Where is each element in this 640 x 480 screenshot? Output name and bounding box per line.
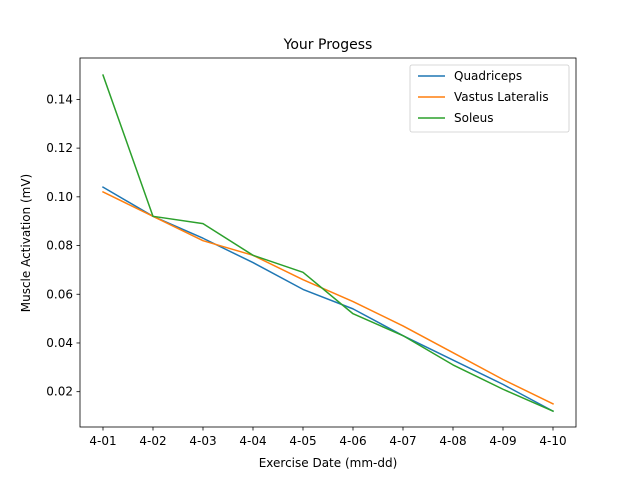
y-tick-label: 0.14 bbox=[46, 92, 73, 106]
x-tick-label: 4-06 bbox=[339, 434, 366, 448]
legend: Quadriceps Vastus Lateralis Soleus bbox=[409, 64, 570, 133]
x-tick-label: 4-08 bbox=[439, 434, 466, 448]
y-tick-label: 0.04 bbox=[46, 336, 73, 350]
axes-frame bbox=[79, 57, 577, 428]
series-line-2 bbox=[101, 190, 555, 405]
y-tick-label: 0.10 bbox=[46, 190, 73, 204]
series-line-1 bbox=[101, 186, 555, 413]
legend-label-3: Soleus bbox=[454, 111, 494, 125]
chart-title: Your Progess bbox=[283, 37, 373, 53]
y-axis-label: Muscle Activation (mV) bbox=[19, 174, 33, 313]
y-tick-label: 0.02 bbox=[46, 385, 73, 399]
series-line-3 bbox=[102, 74, 554, 413]
x-axis-label: Exercise Date (mm-dd) bbox=[259, 456, 398, 470]
x-tick-label: 4-09 bbox=[489, 434, 516, 448]
x-tick-label: 4-05 bbox=[289, 434, 316, 448]
x-tick-label: 4-04 bbox=[239, 434, 266, 448]
legend-label-1: Quadriceps bbox=[454, 69, 522, 83]
y-tick-label: 0.08 bbox=[46, 239, 73, 253]
plot-area: 4-01 4-02 4-03 4-04 4-05 4-06 4-07 4-08 4-09 4-10… bbox=[46, 57, 577, 448]
y-tick-label: 0.12 bbox=[46, 141, 73, 155]
legend-label-2: Vastus Lateralis bbox=[454, 90, 549, 104]
x-tick-label: 4-03 bbox=[189, 434, 216, 448]
legend-box bbox=[409, 64, 570, 133]
x-tick-label: 4-01 bbox=[89, 434, 116, 448]
x-tick-label: 4-07 bbox=[389, 434, 416, 448]
x-tick-label: 4-02 bbox=[139, 434, 166, 448]
x-tick-label: 4-10 bbox=[539, 434, 566, 448]
y-tick-label: 0.06 bbox=[46, 287, 73, 301]
